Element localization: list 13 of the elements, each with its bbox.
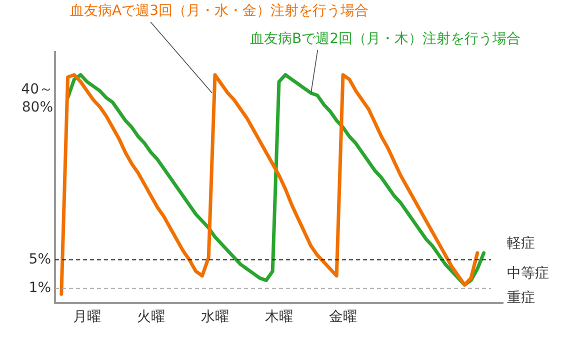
- x-tick-label: 火曜: [137, 309, 165, 326]
- x-tick-label: 水曜: [201, 309, 229, 326]
- x-tick-label: 木曜: [265, 309, 293, 326]
- text: 血友病Bで週2回（月・木）注射を行う場合: [250, 30, 521, 48]
- text: 血友病Aで週3回（月・水・金）注射を行う場合: [70, 2, 368, 20]
- text: 重症: [507, 290, 535, 306]
- text: 1%: [28, 280, 51, 296]
- text: 40～80%: [21, 81, 53, 116]
- text: 5%: [28, 251, 51, 268]
- text: 軽症: [507, 235, 535, 252]
- text: 中等症: [507, 266, 549, 282]
- x-tick-label: 金曜: [329, 309, 357, 326]
- x-tick-label: 月曜: [73, 309, 101, 326]
